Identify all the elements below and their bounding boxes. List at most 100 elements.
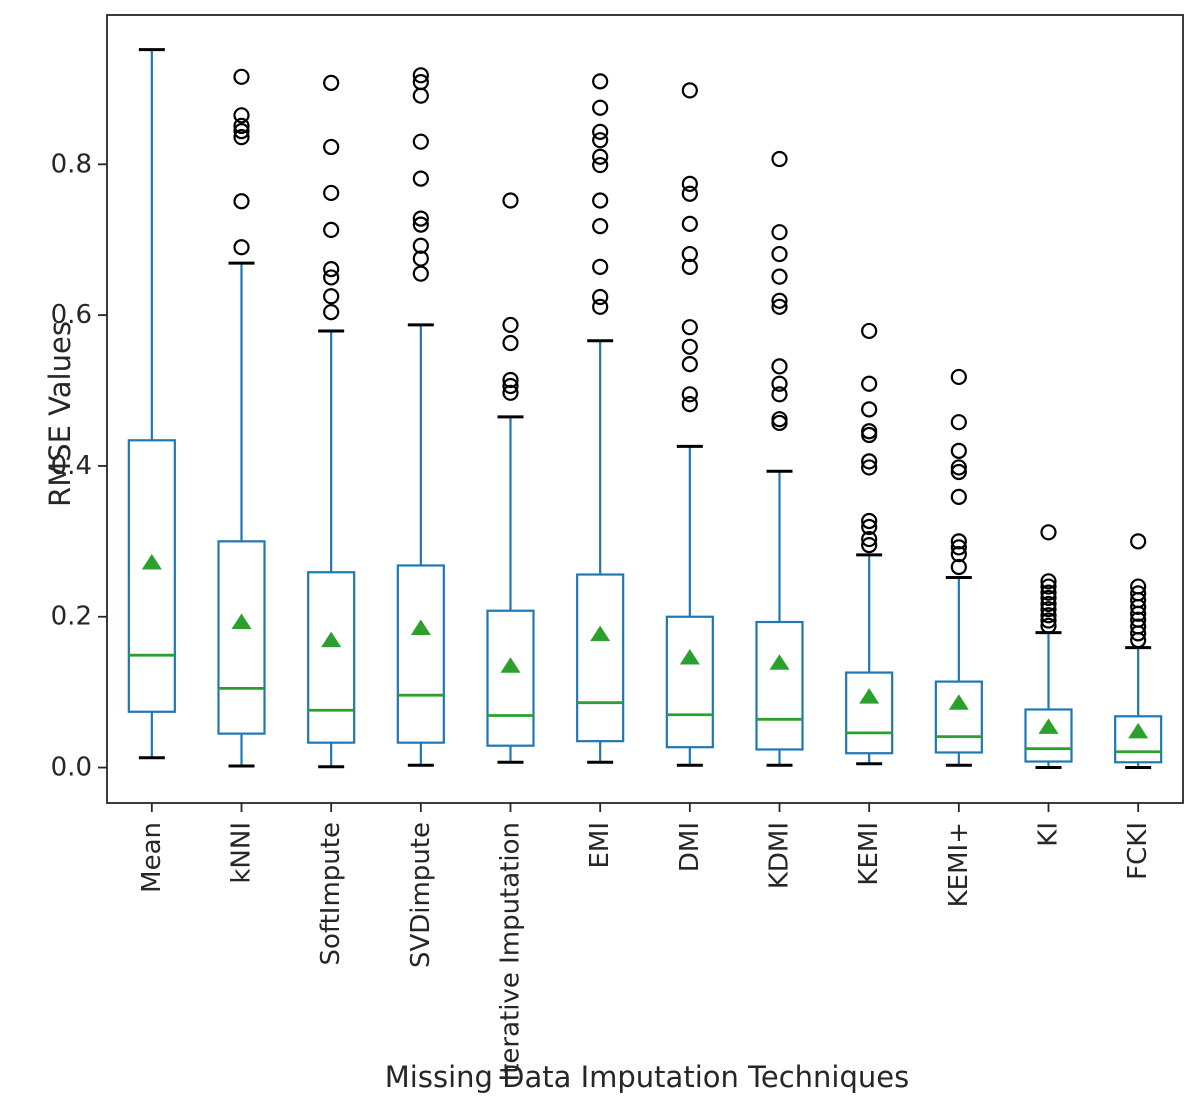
flier-emi (592, 99, 609, 116)
flier-kemi (861, 512, 878, 530)
box-svdimpute (396, 564, 445, 744)
flier-ki (1040, 524, 1057, 541)
flier-ki (1040, 601, 1057, 618)
flier-fcki (1130, 632, 1147, 649)
flier-ki (1040, 584, 1057, 601)
flier-kemi- (950, 533, 967, 550)
flier-dmi (681, 185, 698, 202)
flier-softimpute (323, 288, 340, 305)
x-tick-label-knni: kNNI (227, 822, 257, 884)
flier-kdmi (771, 358, 788, 375)
flier-kdmi (771, 268, 788, 285)
flier-iterative-imputation (502, 371, 519, 389)
flier-svdimpute (412, 87, 429, 104)
flier-knni (233, 68, 250, 85)
box-mean (127, 439, 176, 713)
flier-kemi- (950, 459, 967, 476)
flier-fcki (1130, 605, 1147, 622)
x-tick-label-fcki: FCKI (1123, 822, 1153, 880)
flier-kemi (861, 322, 878, 340)
flier-dmi (681, 245, 698, 263)
flier-iterative-imputation (502, 384, 519, 401)
plot-frame (106, 14, 1184, 804)
flier-dmi (681, 386, 698, 403)
mean-marker-iterative-imputation (500, 657, 521, 673)
flier-emi (592, 218, 609, 235)
flier-kemi (861, 401, 878, 418)
flier-kdmi (771, 292, 788, 309)
flier-kemi- (950, 539, 967, 556)
flier-kemi (861, 459, 878, 476)
flier-emi (592, 298, 609, 315)
x-tick-label-dmi: DMI (675, 822, 705, 872)
flier-svdimpute (412, 237, 429, 254)
flier-ki (1040, 595, 1057, 613)
box-kemi (845, 671, 894, 755)
flier-kdmi (771, 224, 788, 241)
flier-kdmi (771, 298, 788, 315)
mean-marker-kemi (859, 688, 880, 704)
y-axis-title: RMSE Values (43, 321, 77, 507)
flier-kdmi (771, 150, 788, 168)
x-axis-title: Missing Data Imputation Techniques (384, 1060, 910, 1094)
flier-ki (1040, 617, 1057, 634)
x-tick-label-softimpute: SoftImpute (316, 822, 346, 965)
box-iterative-imputation (486, 609, 535, 747)
flier-svdimpute (412, 67, 429, 84)
x-tick-label-emi: EMI (585, 822, 615, 869)
flier-dmi (681, 338, 698, 355)
flier-knni (233, 239, 250, 256)
flier-emi (592, 192, 609, 209)
flier-emi (592, 288, 609, 306)
flier-softimpute (323, 269, 340, 286)
box-kemi- (934, 680, 983, 754)
flier-softimpute (323, 304, 340, 321)
flier-kemi (861, 530, 878, 548)
x-tick-label-kemi: KEMI (854, 822, 884, 886)
flier-kemi (861, 426, 878, 444)
mean-marker-softimpute (321, 631, 342, 648)
flier-knni (233, 193, 250, 210)
mean-marker-dmi (679, 648, 700, 665)
flier-softimpute (323, 138, 340, 156)
flier-svdimpute (412, 170, 429, 187)
flier-dmi (681, 319, 698, 336)
flier-kdmi (771, 375, 788, 392)
mean-marker-ki (1038, 718, 1059, 734)
flier-kemi (861, 537, 878, 554)
box-kdmi (755, 620, 804, 751)
flier-kemi- (950, 488, 967, 505)
flier-fcki (1130, 625, 1147, 642)
y-tick-label: 0.2 (51, 602, 92, 632)
flier-kemi- (950, 368, 967, 386)
flier-iterative-imputation (502, 316, 519, 334)
flier-kemi (861, 375, 878, 392)
mean-marker-mean (141, 553, 162, 570)
flier-svdimpute (412, 133, 429, 150)
flier-dmi (681, 175, 698, 193)
flier-kemi (861, 453, 878, 470)
mean-marker-svdimpute (410, 619, 431, 636)
flier-kdmi (771, 386, 788, 403)
flier-knni (233, 123, 250, 140)
box-knni (217, 540, 266, 735)
flier-dmi (681, 395, 698, 413)
flier-emi (592, 132, 609, 149)
flier-kemi- (950, 546, 967, 563)
flier-ki (1040, 578, 1057, 595)
flier-emi (592, 156, 609, 174)
flier-dmi (681, 356, 698, 373)
flier-iterative-imputation (502, 377, 519, 395)
box-softimpute (307, 571, 356, 744)
flier-emi (592, 123, 609, 140)
flier-fcki (1130, 533, 1147, 550)
flier-kemi- (950, 414, 967, 431)
x-tick-label-kdmi: KDMI (765, 822, 795, 889)
y-tick-label: 0.0 (51, 753, 92, 783)
y-tick-label: 0.8 (51, 149, 92, 179)
flier-ki (1040, 589, 1057, 606)
mean-marker-fcki (1128, 722, 1149, 739)
